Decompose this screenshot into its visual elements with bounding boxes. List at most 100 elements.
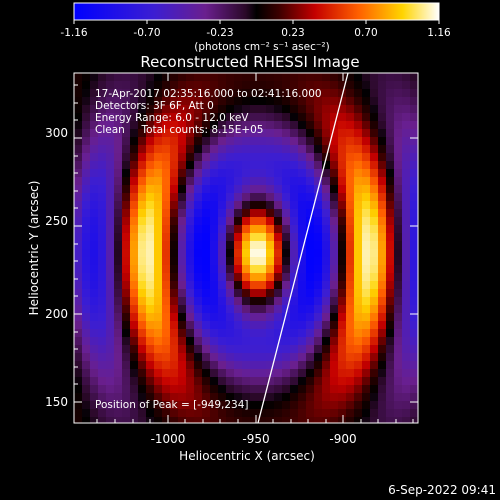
image-pixel (186, 201, 195, 210)
image-pixel (250, 281, 259, 290)
image-pixel (146, 281, 155, 290)
image-pixel (290, 353, 299, 362)
image-pixel (386, 137, 395, 146)
image-pixel (170, 153, 179, 162)
image-pixel (266, 401, 275, 410)
image-pixel (138, 297, 147, 306)
image-pixel (234, 153, 243, 162)
image-pixel (186, 193, 195, 202)
image-pixel (370, 361, 379, 370)
image-pixel (234, 201, 243, 210)
image-pixel (258, 281, 267, 290)
image-pixel (354, 281, 363, 290)
image-pixel (354, 105, 363, 114)
image-pixel (210, 185, 219, 194)
image-pixel (346, 241, 355, 250)
image-pixel (362, 233, 371, 242)
image-pixel (130, 369, 139, 378)
image-pixel (314, 393, 323, 402)
image-pixel (282, 401, 291, 410)
image-pixel (290, 385, 299, 394)
image-pixel (354, 297, 363, 306)
image-pixel (370, 225, 379, 234)
image-pixel (98, 377, 107, 386)
image-pixel (402, 97, 411, 106)
image-pixel (138, 145, 147, 154)
image-pixel (306, 337, 315, 346)
image-pixel (106, 273, 115, 282)
image-pixel (74, 241, 83, 250)
image-pixel (234, 345, 243, 354)
image-pixel (330, 81, 339, 90)
image-pixel (194, 385, 203, 394)
image-pixel (202, 273, 211, 282)
image-pixel (266, 193, 275, 202)
image-pixel (282, 337, 291, 346)
image-pixel (306, 401, 315, 410)
image-pixel (82, 401, 91, 410)
image-pixel (290, 161, 299, 170)
image-pixel (290, 209, 299, 218)
image-pixel (178, 369, 187, 378)
image-pixel (114, 201, 123, 210)
image-pixel (226, 185, 235, 194)
image-pixel (130, 345, 139, 354)
image-pixel (154, 369, 163, 378)
image-pixel (74, 305, 83, 314)
image-pixel (170, 233, 179, 242)
image-pixel (90, 233, 99, 242)
image-pixel (298, 265, 307, 274)
image-pixel (210, 153, 219, 162)
image-pixel (298, 273, 307, 282)
image-pixel (298, 305, 307, 314)
image-pixel (98, 281, 107, 290)
image-pixel (402, 105, 411, 114)
image-pixel (330, 233, 339, 242)
image-pixel (330, 97, 339, 106)
image-pixel (154, 313, 163, 322)
image-pixel (338, 257, 347, 266)
image-pixel (378, 265, 387, 274)
image-pixel (290, 169, 299, 178)
image-pixel (362, 209, 371, 218)
image-pixel (290, 361, 299, 370)
image-pixel (394, 401, 403, 410)
image-pixel (90, 385, 99, 394)
image-pixel (370, 105, 379, 114)
image-pixel (306, 329, 315, 338)
image-pixel (306, 185, 315, 194)
image-pixel (282, 249, 291, 258)
image-pixel (250, 385, 259, 394)
image-pixel (170, 329, 179, 338)
image-pixel (218, 329, 227, 338)
image-pixel (210, 417, 219, 426)
image-pixel (194, 281, 203, 290)
image-pixel (178, 225, 187, 234)
image-pixel (210, 201, 219, 210)
image-pixel (178, 233, 187, 242)
image-pixel (146, 241, 155, 250)
image-pixel (138, 241, 147, 250)
image-pixel (210, 233, 219, 242)
image-pixel (170, 369, 179, 378)
image-pixel (306, 393, 315, 402)
image-pixel (202, 361, 211, 370)
image-pixel (410, 345, 419, 354)
image-pixel (274, 177, 283, 186)
image-pixel (354, 177, 363, 186)
image-pixel (218, 241, 227, 250)
image-pixel (90, 169, 99, 178)
image-pixel (402, 113, 411, 122)
image-pixel (250, 409, 259, 418)
image-pixel (338, 169, 347, 178)
image-pixel (274, 393, 283, 402)
image-pixel (178, 217, 187, 226)
image-pixel (218, 217, 227, 226)
image-pixel (386, 353, 395, 362)
image-pixel (250, 73, 259, 82)
image-pixel (106, 201, 115, 210)
image-pixel (202, 233, 211, 242)
image-pixel (346, 321, 355, 330)
image-pixel (386, 161, 395, 170)
